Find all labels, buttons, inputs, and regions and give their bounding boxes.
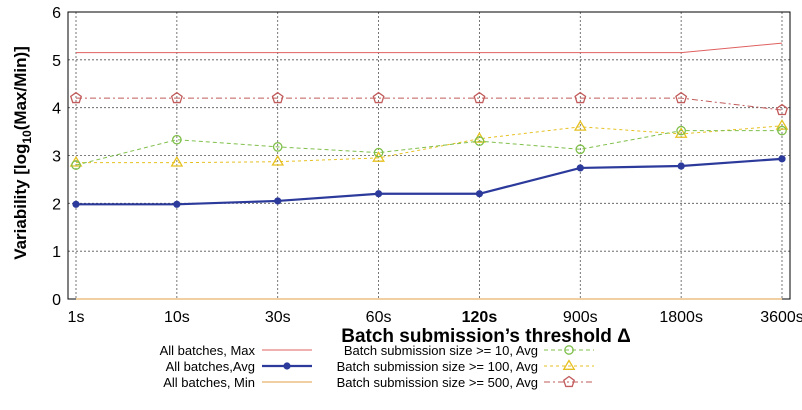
data-point xyxy=(372,151,385,162)
data-point xyxy=(172,134,182,145)
grid-layer xyxy=(68,11,790,300)
data-point xyxy=(574,91,587,104)
x-axis-label: Batch submission’s threshold Δ xyxy=(341,326,631,347)
y-axis-label: Variability [log10(Max/Min)] xyxy=(11,46,34,260)
tick-layer: 0 1 2 3 4 5 6 1s 10s 30s 60s 120s 900s 1800s 3600s xyxy=(52,5,802,326)
data-point xyxy=(674,127,688,138)
data-point xyxy=(373,147,384,158)
data-point xyxy=(777,125,787,136)
y-tick-label: 1 xyxy=(52,244,61,261)
data-point xyxy=(573,120,587,131)
y-tick-label: 2 xyxy=(52,196,61,213)
y-tick-label: 3 xyxy=(52,149,61,166)
x-tick-label: 1s xyxy=(68,309,85,326)
series-line xyxy=(75,130,782,166)
data-point xyxy=(778,155,786,163)
x-tick-label: 30s xyxy=(265,309,291,326)
data-point xyxy=(575,144,586,155)
data-point xyxy=(372,91,385,104)
data-point xyxy=(564,345,574,355)
legend-label: All batches,Avg xyxy=(166,359,255,374)
y-label-main: Variability [log xyxy=(11,144,30,260)
series-layer xyxy=(69,42,789,300)
data-point xyxy=(271,154,285,166)
y-tick-label: 0 xyxy=(52,292,61,309)
data-point xyxy=(563,375,575,388)
data-point xyxy=(272,142,283,152)
series-line xyxy=(76,125,783,164)
data-point xyxy=(271,91,284,104)
y-tick-label: 6 xyxy=(52,5,61,22)
series-line xyxy=(76,42,783,54)
data-point xyxy=(71,160,81,170)
data-point xyxy=(677,162,685,170)
y-tick-label: 4 xyxy=(52,101,61,118)
x-tick-label: 900s xyxy=(563,309,598,326)
x-tick-label: 10s xyxy=(164,309,190,326)
data-point xyxy=(776,103,788,116)
data-point xyxy=(475,190,484,198)
data-point xyxy=(675,91,688,104)
x-tick-label: 1800s xyxy=(659,309,703,326)
y-tick-label: 5 xyxy=(52,53,61,70)
series-group xyxy=(72,155,786,208)
data-point xyxy=(72,200,80,208)
series-group xyxy=(70,91,788,116)
legend-label: All batches, Min xyxy=(163,375,255,390)
data-point xyxy=(562,359,576,370)
data-point xyxy=(173,200,181,208)
data-point xyxy=(374,190,383,198)
data-point xyxy=(474,136,485,146)
data-point xyxy=(70,91,82,104)
data-point xyxy=(576,164,584,172)
data-point xyxy=(170,91,183,104)
x-tick-label: 3600s xyxy=(760,309,802,326)
series-line xyxy=(76,97,783,111)
legend-label: Batch submission size >= 100, Avg xyxy=(337,359,538,374)
series-group xyxy=(76,42,783,54)
legend-label: Batch submission size >= 10, Avg xyxy=(344,343,538,358)
data-point xyxy=(283,362,291,370)
data-point xyxy=(473,91,486,104)
x-tick-label: 60s xyxy=(366,309,392,326)
x-tick-label: 120s xyxy=(462,309,498,326)
legend-label: All batches, Max xyxy=(160,343,256,358)
data-point xyxy=(170,155,184,167)
data-point xyxy=(676,125,686,136)
data-point xyxy=(274,197,282,205)
legend-label: Batch submission size >= 500, Avg xyxy=(337,375,538,390)
y-label-subscript: 10 xyxy=(20,130,34,144)
series-group xyxy=(71,125,787,170)
series-line xyxy=(76,157,783,206)
y-label-rest: (Max/Min)] xyxy=(11,46,30,130)
data-point xyxy=(775,119,789,130)
